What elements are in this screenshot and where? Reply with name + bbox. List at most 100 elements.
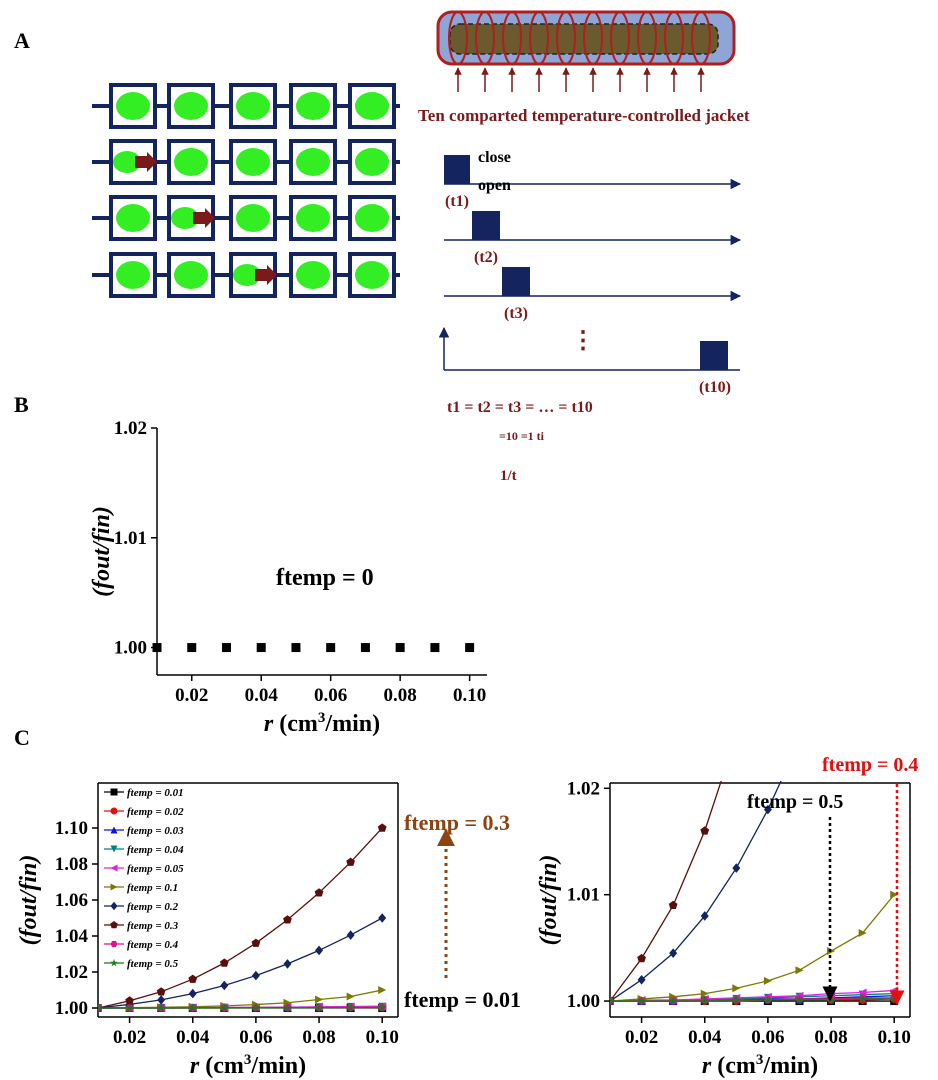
chart-b-point <box>395 643 405 653</box>
droplet <box>174 148 208 176</box>
series-point <box>346 857 356 866</box>
droplet <box>171 207 199 229</box>
transfer-arrow <box>193 208 215 228</box>
legend-label: ftemp = 0.03 <box>127 825 184 837</box>
series-point <box>346 992 355 1001</box>
series-ftemp0_05 <box>610 986 899 1006</box>
legend-marker <box>110 958 118 967</box>
series-point <box>795 966 804 975</box>
legend-label: ftemp = 0.2 <box>127 901 179 913</box>
series-point <box>251 938 261 947</box>
legend-marker <box>110 940 118 948</box>
equal-durations-equation: t1 = t2 = t3 = … = t10 <box>447 399 593 416</box>
droplet <box>236 204 270 232</box>
legend-marker <box>110 864 118 872</box>
series-point <box>700 911 709 921</box>
jacket-illustration <box>436 10 736 92</box>
series-ftemp0_2 <box>610 464 898 1006</box>
x-axis-label: r (cm3/min) <box>190 1052 306 1079</box>
pulse-t3 <box>502 267 530 296</box>
legend-marker <box>110 845 118 853</box>
legend-marker <box>110 788 118 796</box>
chart-b-point <box>187 643 197 653</box>
y-axis-label: (fout/fin) <box>89 506 115 597</box>
series-point <box>668 996 678 1005</box>
chart-b-point <box>152 643 162 653</box>
series-line <box>98 827 383 1009</box>
well-grid <box>92 83 400 298</box>
series-point <box>637 996 647 1005</box>
legend-label: ftemp = 0.04 <box>127 844 184 856</box>
jacket-ring <box>691 11 711 65</box>
chart-c-left-annotation-high: ftemp = 0.3 <box>404 810 510 835</box>
series-point <box>795 736 803 746</box>
x-tick-label: 0.06 <box>751 1027 784 1048</box>
series-point <box>283 959 292 969</box>
y-tick-label: 1.06 <box>55 890 88 911</box>
series-point <box>188 988 197 999</box>
series-point <box>827 316 836 324</box>
y-axis-label: (fout/fin) <box>16 855 42 946</box>
series-point <box>157 995 166 1005</box>
series-point <box>858 928 867 937</box>
chart-c-right-annotations <box>822 784 905 1006</box>
jacket-ring <box>637 11 657 65</box>
legend-label: ftemp = 0.1 <box>127 882 178 894</box>
series-point <box>794 995 805 1004</box>
legend-label: ftemp = 0.02 <box>127 806 184 818</box>
close-label: close <box>478 149 511 166</box>
series-point <box>188 1003 198 1012</box>
chart-b: 0.02 0.04 0.06 0.08 0.10 1.00 1.01 1.02 r (cm3/m… <box>89 418 487 737</box>
pulse-label-t1: (t1) <box>445 193 469 210</box>
y-tick-label: 1.08 <box>55 854 88 875</box>
series-point <box>700 826 710 835</box>
droplet <box>116 204 150 232</box>
series-point <box>858 135 867 143</box>
jacket-ring <box>502 11 522 65</box>
series-point <box>251 1003 261 1012</box>
y-axis-label: (fout/fin) <box>536 855 562 946</box>
legend-label: ftemp = 0.05 <box>127 863 184 875</box>
series-point <box>764 614 773 622</box>
series-point <box>346 930 355 940</box>
droplet <box>236 148 270 176</box>
droplet <box>296 204 330 232</box>
series-point <box>378 986 387 994</box>
pulse-label-t3: (t3) <box>504 305 528 322</box>
jacket-ring <box>529 11 549 65</box>
x-tick-label: 0.04 <box>245 685 279 706</box>
series-line <box>610 998 895 1002</box>
series-point <box>314 1003 324 1012</box>
series-point <box>890 464 898 474</box>
jacket-ring <box>475 11 495 65</box>
droplet <box>355 148 389 176</box>
series-line <box>98 989 383 1009</box>
open-label: open <box>478 177 511 194</box>
series-point <box>377 1002 387 1012</box>
series-point <box>125 996 134 1005</box>
droplet <box>236 92 270 120</box>
y-tick-label: 1.10 <box>55 818 88 839</box>
jacket-ring <box>583 11 603 65</box>
x-axis-label: r (cm3/min) <box>702 1052 818 1079</box>
chart-c-left-annotation-low: ftemp = 0.01 <box>404 987 521 1012</box>
y-tick-label: 1.02 <box>114 418 147 439</box>
sum-formula: =10 =1 ti <box>499 429 545 443</box>
series-ftemp0_3 <box>610 135 867 1005</box>
series-point <box>732 984 741 993</box>
droplet <box>116 92 150 120</box>
series-point <box>188 974 198 983</box>
series-point <box>669 948 678 958</box>
legend-marker <box>110 883 118 891</box>
droplet <box>174 92 208 120</box>
series-point <box>732 731 741 739</box>
jacket-caption: Ten comparted temperature-controlled jac… <box>418 106 750 125</box>
pulse-t10 <box>700 341 728 370</box>
series-point <box>763 804 772 815</box>
series-point <box>220 980 229 991</box>
legend-label: ftemp = 0.01 <box>127 787 184 799</box>
series-ftemp0_1 <box>610 890 899 1004</box>
series-point <box>378 913 387 923</box>
transfer-arrow <box>135 152 157 172</box>
